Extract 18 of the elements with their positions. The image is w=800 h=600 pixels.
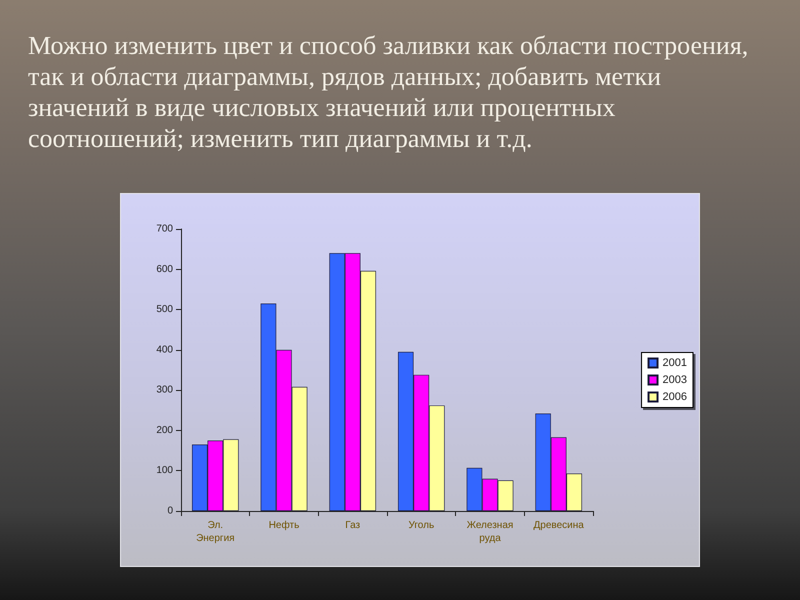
y-tick-label: 400 [156, 344, 174, 356]
x-tick-label: Эл. Энергия [196, 520, 235, 544]
y-tick-label: 700 [156, 224, 174, 234]
x-tick-label: Железная руда [466, 520, 514, 544]
legend-label: 2001 [662, 357, 688, 369]
x-tick-label: Древесина [534, 520, 584, 531]
x-tick-label: Нефть [268, 520, 300, 531]
y-tick-label: 0 [167, 506, 174, 516]
y-tick-label: 100 [156, 465, 174, 476]
y-tick-label: 600 [156, 264, 174, 275]
y-tick-label: 500 [156, 304, 174, 316]
y-tick-label: 300 [156, 384, 174, 396]
legend-label: 2003 [662, 374, 688, 386]
x-tick-label: Газ [345, 520, 361, 531]
legend-label: 2006 [662, 391, 688, 403]
y-tick-label: 200 [156, 424, 174, 436]
chart-title: Можно изменить цвет и способ заливки как области построения, так и области диаграммы, рядов данных; добавить метки значений в виде числовых значений или процентных соотношений; изменить тип диаграммы и т.д. [28, 30, 750, 154]
x-tick-label: Уголь [408, 520, 434, 531]
